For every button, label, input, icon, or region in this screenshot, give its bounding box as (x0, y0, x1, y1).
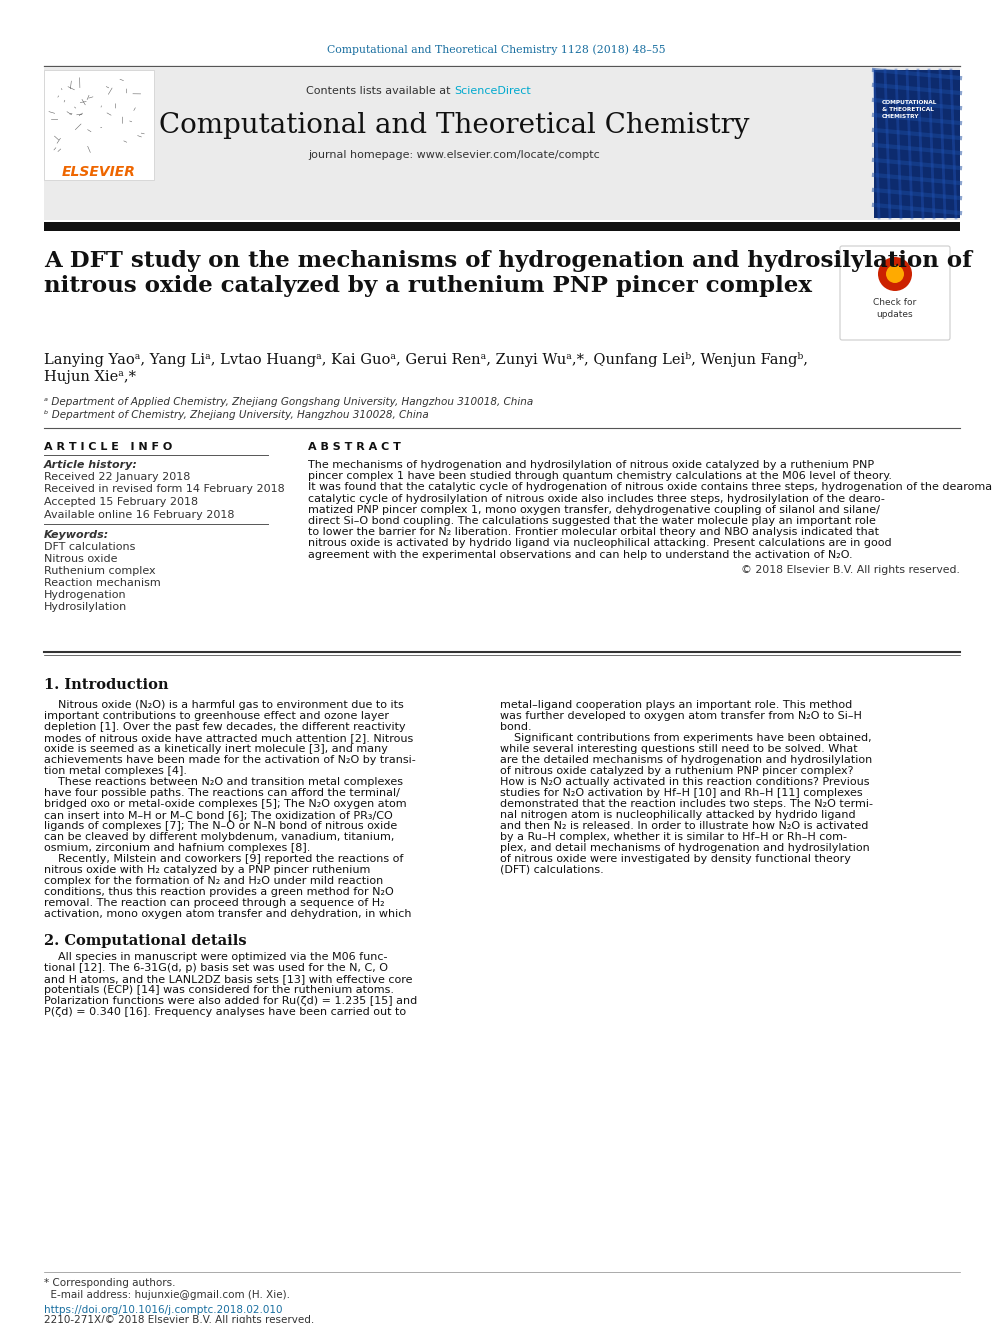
Bar (44, 70, 154, 180)
Text: direct Si–O bond coupling. The calculations suggested that the water molecule pl: direct Si–O bond coupling. The calculati… (308, 516, 876, 527)
Text: plex, and detail mechanisms of hydrogenation and hydrosilylation: plex, and detail mechanisms of hydrogena… (500, 843, 870, 853)
Text: can be cleaved by different molybdenum, vanadium, titanium,: can be cleaved by different molybdenum, … (44, 832, 395, 841)
Text: and H atoms, and the LANL2DZ basis sets [13] with effective core: and H atoms, and the LANL2DZ basis sets … (44, 974, 413, 984)
Text: matized PNP pincer complex 1, mono oxygen transfer, dehydrogenative coupling of : matized PNP pincer complex 1, mono oxyge… (308, 505, 880, 515)
Text: bridged oxo or metal-oxide complexes [5]; The N₂O oxygen atom: bridged oxo or metal-oxide complexes [5]… (44, 799, 407, 808)
Text: Available online 16 February 2018: Available online 16 February 2018 (44, 509, 234, 520)
Text: All species in manuscript were optimized via the M06 func-: All species in manuscript were optimized… (44, 953, 388, 962)
Text: journal homepage: www.elsevier.com/locate/comptc: journal homepage: www.elsevier.com/locat… (309, 149, 600, 160)
Text: E-mail address: hujunxie@gmail.com (H. Xie).: E-mail address: hujunxie@gmail.com (H. X… (44, 1290, 290, 1301)
Text: (DFT) calculations.: (DFT) calculations. (500, 865, 604, 875)
Text: studies for N₂O activation by Hf–H [10] and Rh–H [11] complexes: studies for N₂O activation by Hf–H [10] … (500, 789, 863, 798)
Text: A DFT study on the mechanisms of hydrogenation and hydrosilylation of: A DFT study on the mechanisms of hydroge… (44, 250, 972, 273)
Text: Received in revised form 14 February 2018: Received in revised form 14 February 201… (44, 484, 285, 495)
Text: 2. Computational details: 2. Computational details (44, 934, 247, 949)
Text: 1. Introduction: 1. Introduction (44, 677, 169, 692)
Text: removal. The reaction can proceed through a sequence of H₂: removal. The reaction can proceed throug… (44, 898, 385, 908)
Text: nal nitrogen atom is nucleophilically attacked by hydrido ligand: nal nitrogen atom is nucleophilically at… (500, 810, 856, 820)
Text: A B S T R A C T: A B S T R A C T (308, 442, 401, 452)
Text: Contents lists available at: Contents lists available at (306, 86, 454, 97)
Text: Computational and Theoretical Chemistry: Computational and Theoretical Chemistry (159, 112, 749, 139)
Text: pincer complex 1 have been studied through quantum chemistry calculations at the: pincer complex 1 have been studied throu… (308, 471, 892, 482)
Text: Lanying Yaoᵃ, Yang Liᵃ, Lvtao Huangᵃ, Kai Guoᵃ, Gerui Renᵃ, Zunyi Wuᵃ,*, Qunfang: Lanying Yaoᵃ, Yang Liᵃ, Lvtao Huangᵃ, Ka… (44, 352, 808, 366)
Text: osmium, zirconium and hafnium complexes [8].: osmium, zirconium and hafnium complexes … (44, 843, 310, 853)
Text: A R T I C L E   I N F O: A R T I C L E I N F O (44, 442, 173, 452)
Text: P(ζd) = 0.340 [16]. Frequency analyses have been carried out to: P(ζd) = 0.340 [16]. Frequency analyses h… (44, 1007, 406, 1017)
Text: Hydrogenation: Hydrogenation (44, 590, 127, 601)
Text: of nitrous oxide catalyzed by a ruthenium PNP pincer complex?: of nitrous oxide catalyzed by a rutheniu… (500, 766, 853, 777)
Text: ELSEVIER: ELSEVIER (62, 165, 136, 179)
Bar (44, 222, 960, 232)
Text: Accepted 15 February 2018: Accepted 15 February 2018 (44, 497, 198, 507)
Text: can insert into M–H or M–C bond [6]; The oxidization of PR₃/CO: can insert into M–H or M–C bond [6]; The… (44, 810, 393, 820)
Text: Hydrosilylation: Hydrosilylation (44, 602, 127, 613)
Text: Hujun Xieᵃ,*: Hujun Xieᵃ,* (44, 370, 136, 384)
Text: ᵃ Department of Applied Chemistry, Zhejiang Gongshang University, Hangzhou 31001: ᵃ Department of Applied Chemistry, Zheji… (44, 397, 534, 407)
Text: The mechanisms of hydrogenation and hydrosilylation of nitrous oxide catalyzed b: The mechanisms of hydrogenation and hydr… (308, 460, 874, 470)
Circle shape (886, 265, 904, 283)
Text: depletion [1]. Over the past few decades, the different reactivity: depletion [1]. Over the past few decades… (44, 722, 406, 732)
Text: Received 22 January 2018: Received 22 January 2018 (44, 472, 190, 482)
Text: Recently, Milstein and coworkers [9] reported the reactions of: Recently, Milstein and coworkers [9] rep… (44, 855, 404, 864)
Text: Computational and Theoretical Chemistry 1128 (2018) 48–55: Computational and Theoretical Chemistry … (326, 45, 666, 56)
Text: while several interesting questions still need to be solved. What: while several interesting questions stil… (500, 744, 858, 754)
Text: bond.: bond. (500, 722, 532, 732)
Text: Nitrous oxide: Nitrous oxide (44, 554, 117, 564)
Text: important contributions to greenhouse effect and ozone layer: important contributions to greenhouse ef… (44, 710, 389, 721)
Text: https://doi.org/10.1016/j.comptc.2018.02.010: https://doi.org/10.1016/j.comptc.2018.02… (44, 1304, 283, 1315)
Text: nitrous oxide catalyzed by a ruthenium PNP pincer complex: nitrous oxide catalyzed by a ruthenium P… (44, 275, 812, 296)
Text: Article history:: Article history: (44, 460, 138, 470)
Text: ᵇ Department of Chemistry, Zhejiang University, Hangzhou 310028, China: ᵇ Department of Chemistry, Zhejiang Univ… (44, 410, 429, 419)
Text: How is N₂O actually activated in this reaction conditions? Previous: How is N₂O actually activated in this re… (500, 777, 870, 787)
Text: agreement with the experimental observations and can help to understand the acti: agreement with the experimental observat… (308, 549, 853, 560)
Text: catalytic cycle of hydrosilylation of nitrous oxide also includes three steps, h: catalytic cycle of hydrosilylation of ni… (308, 493, 885, 504)
Text: ScienceDirect: ScienceDirect (454, 86, 531, 97)
Text: Reaction mechanism: Reaction mechanism (44, 578, 161, 587)
Text: It was found that the catalytic cycle of hydrogenation of nitrous oxide contains: It was found that the catalytic cycle of… (308, 483, 992, 492)
Text: complex for the formation of N₂ and H₂O under mild reaction: complex for the formation of N₂ and H₂O … (44, 876, 383, 886)
Text: * Corresponding authors.: * Corresponding authors. (44, 1278, 176, 1289)
Text: ligands of complexes [7]; The N–O or N–N bond of nitrous oxide: ligands of complexes [7]; The N–O or N–N… (44, 822, 397, 831)
Bar (44, 67, 960, 220)
Text: have four possible paths. The reactions can afford the terminal/: have four possible paths. The reactions … (44, 789, 400, 798)
Text: and then N₂ is released. In order to illustrate how N₂O is activated: and then N₂ is released. In order to ill… (500, 822, 868, 831)
FancyBboxPatch shape (840, 246, 950, 340)
Text: Keywords:: Keywords: (44, 531, 109, 540)
Text: COMPUTATIONAL
& THEORETICAL
CHEMISTRY: COMPUTATIONAL & THEORETICAL CHEMISTRY (882, 101, 937, 119)
Text: potentials (ECP) [14] was considered for the ruthenium atoms.: potentials (ECP) [14] was considered for… (44, 986, 394, 995)
Text: achievements have been made for the activation of N₂O by transi-: achievements have been made for the acti… (44, 755, 416, 765)
Text: Ruthenium complex: Ruthenium complex (44, 566, 156, 576)
Text: tional [12]. The 6-31G(d, p) basis set was used for the N, C, O: tional [12]. The 6-31G(d, p) basis set w… (44, 963, 388, 972)
Text: nitrous oxide with H₂ catalyzed by a PNP pincer ruthenium: nitrous oxide with H₂ catalyzed by a PNP… (44, 865, 370, 875)
Text: oxide is seemed as a kinetically inert molecule [3], and many: oxide is seemed as a kinetically inert m… (44, 744, 388, 754)
Text: © 2018 Elsevier B.V. All rights reserved.: © 2018 Elsevier B.V. All rights reserved… (741, 565, 960, 574)
Text: are the detailed mechanisms of hydrogenation and hydrosilylation: are the detailed mechanisms of hydrogena… (500, 755, 872, 765)
Text: by a Ru–H complex, whether it is similar to Hf–H or Rh–H com-: by a Ru–H complex, whether it is similar… (500, 832, 847, 841)
Text: nitrous oxide is activated by hydrido ligand via nucleophilical attacking. Prese: nitrous oxide is activated by hydrido li… (308, 538, 892, 549)
Text: tion metal complexes [4].: tion metal complexes [4]. (44, 766, 187, 777)
Text: was further developed to oxygen atom transfer from N₂O to Si–H: was further developed to oxygen atom tra… (500, 710, 862, 721)
Bar (874, 70, 960, 218)
Text: metal–ligand cooperation plays an important role. This method: metal–ligand cooperation plays an import… (500, 700, 852, 710)
Text: conditions, thus this reaction provides a green method for N₂O: conditions, thus this reaction provides … (44, 886, 394, 897)
Circle shape (878, 257, 912, 291)
Text: Significant contributions from experiments have been obtained,: Significant contributions from experimen… (500, 733, 872, 744)
Text: demonstrated that the reaction includes two steps. The N₂O termi-: demonstrated that the reaction includes … (500, 799, 873, 808)
Text: Nitrous oxide (N₂O) is a harmful gas to environment due to its: Nitrous oxide (N₂O) is a harmful gas to … (44, 700, 404, 710)
Text: of nitrous oxide were investigated by density functional theory: of nitrous oxide were investigated by de… (500, 855, 851, 864)
Text: 2210-271X/© 2018 Elsevier B.V. All rights reserved.: 2210-271X/© 2018 Elsevier B.V. All right… (44, 1315, 314, 1323)
Text: Polarization functions were also added for Ru(ζd) = 1.235 [15] and: Polarization functions were also added f… (44, 996, 418, 1005)
Text: These reactions between N₂O and transition metal complexes: These reactions between N₂O and transiti… (44, 777, 403, 787)
Text: to lower the barrier for N₂ liberation. Frontier molecular orbital theory and NB: to lower the barrier for N₂ liberation. … (308, 527, 879, 537)
Text: activation, mono oxygen atom transfer and dehydration, in which: activation, mono oxygen atom transfer an… (44, 909, 412, 919)
Text: modes of nitrous oxide have attracted much attention [2]. Nitrous: modes of nitrous oxide have attracted mu… (44, 733, 414, 744)
Text: DFT calculations: DFT calculations (44, 542, 135, 552)
Text: Check for
updates: Check for updates (873, 298, 917, 319)
